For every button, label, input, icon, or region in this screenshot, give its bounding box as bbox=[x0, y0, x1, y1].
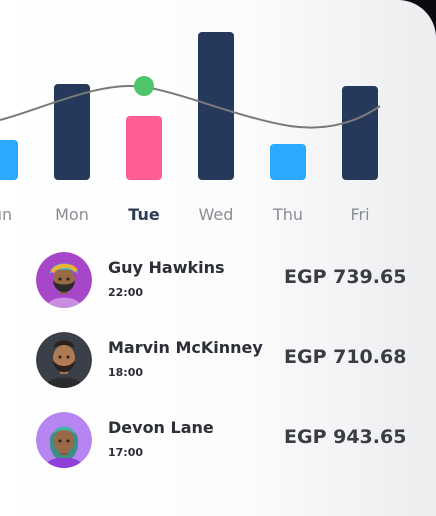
day-label-sun[interactable]: un bbox=[0, 205, 13, 224]
avatar-bearded-man-icon bbox=[36, 332, 92, 388]
transaction-row[interactable]: Guy Hawkins 22:00 EGP 739.65 bbox=[0, 252, 436, 312]
chart-canvas bbox=[0, 32, 381, 180]
transaction-amount: EGP 710.68 bbox=[284, 346, 407, 368]
transaction-amount: EGP 943.65 bbox=[284, 426, 407, 448]
customer-name: Guy Hawkins bbox=[108, 258, 225, 277]
customer-name: Marvin McKinney bbox=[108, 338, 263, 357]
transaction-time: 18:00 bbox=[108, 366, 144, 379]
day-label-thu[interactable]: Thu bbox=[272, 205, 304, 224]
active-day-marker bbox=[134, 76, 154, 96]
bar-tue[interactable] bbox=[126, 116, 162, 180]
day-label-wed[interactable]: Wed bbox=[198, 205, 234, 224]
avatar-woman-icon bbox=[36, 412, 92, 468]
bar-sun[interactable] bbox=[0, 140, 18, 180]
trend-line bbox=[0, 85, 381, 129]
day-label-tue[interactable]: Tue bbox=[128, 205, 160, 224]
transaction-time: 17:00 bbox=[108, 446, 144, 459]
avatar-turban-icon bbox=[36, 252, 92, 308]
transaction-time: 22:00 bbox=[108, 286, 144, 299]
weekly-bar-chart: un Mon Tue Wed Thu Fri bbox=[0, 0, 436, 240]
transaction-row[interactable]: Marvin McKinney 18:00 EGP 710.68 bbox=[0, 332, 436, 392]
day-label-mon[interactable]: Mon bbox=[55, 205, 89, 224]
bar-fri[interactable] bbox=[342, 86, 378, 180]
day-label-fri[interactable]: Fri bbox=[350, 205, 370, 224]
transaction-amount: EGP 739.65 bbox=[284, 266, 407, 288]
bar-mon[interactable] bbox=[54, 84, 90, 180]
customer-name: Devon Lane bbox=[108, 418, 214, 437]
bar-thu[interactable] bbox=[270, 144, 306, 180]
transaction-row[interactable]: Devon Lane 17:00 EGP 943.65 bbox=[0, 412, 436, 472]
